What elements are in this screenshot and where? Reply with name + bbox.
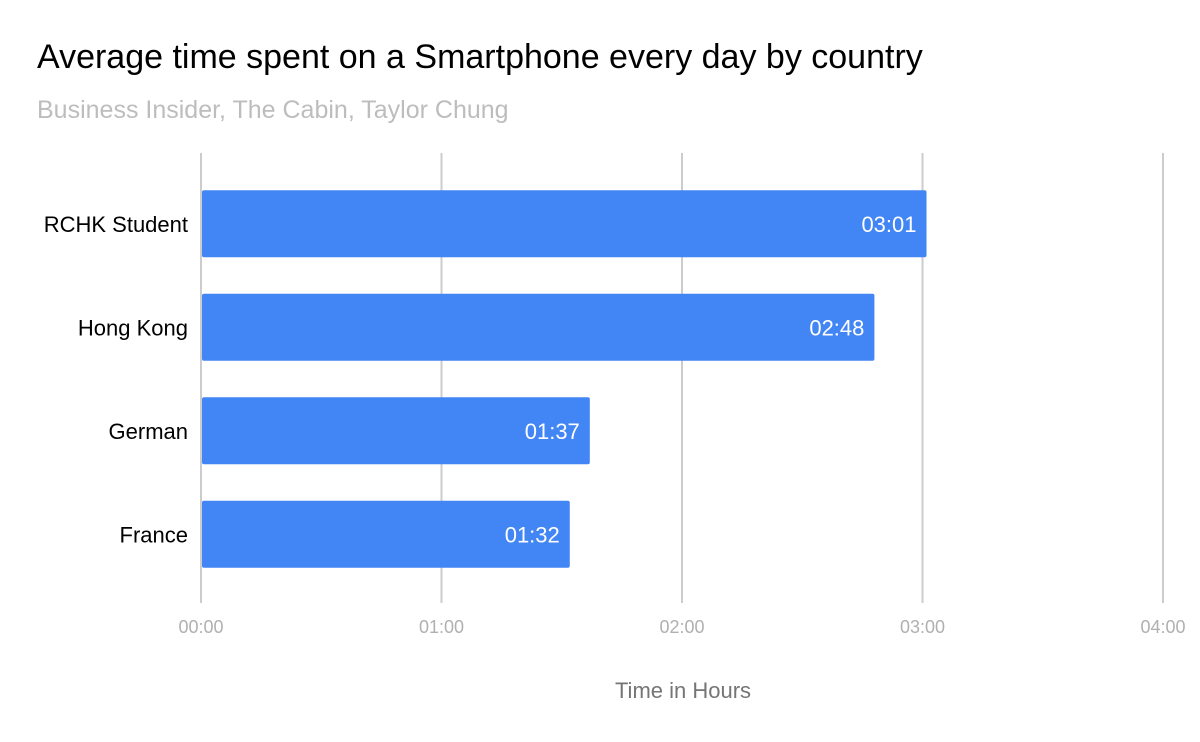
x-axis-title: Time in Hours [615,678,751,703]
labels: 00:00 01:00 02:00 03:00 04:00 RCHK Student 03:… [44,212,1186,637]
x-tick-label: 04:00 [1140,617,1185,637]
bar [202,500,570,568]
chart-subtitle: Business Insider, The Cabin, Taylor Chun… [37,96,509,124]
bar [202,293,875,361]
x-tick-label: 00:00 [178,617,223,637]
bar [202,190,927,258]
category-label: German [109,419,188,444]
x-tick-label: 01:00 [419,617,464,637]
category-label: Hong Kong [78,315,188,340]
data-label: 01:32 [505,522,560,547]
category-label: France [120,522,188,547]
category-label: RCHK Student [44,212,188,237]
x-tick-label: 02:00 [659,617,704,637]
data-label: 03:01 [861,212,916,237]
chart-title: Average time spent on a Smartphone every… [37,38,923,76]
bars [202,190,927,568]
bar [202,397,590,465]
data-label: 02:48 [809,315,864,340]
x-tick-label: 03:00 [900,617,945,637]
data-label: 01:37 [525,419,580,444]
